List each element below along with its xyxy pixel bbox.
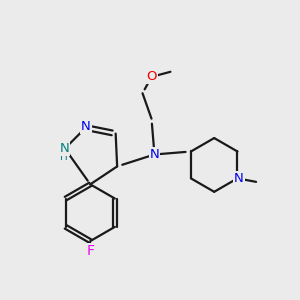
Text: H: H xyxy=(60,152,68,162)
Text: N: N xyxy=(150,148,159,161)
Text: N: N xyxy=(81,120,91,133)
Text: N: N xyxy=(59,142,69,155)
Text: N: N xyxy=(234,172,244,185)
Text: F: F xyxy=(86,244,94,258)
Text: O: O xyxy=(146,70,157,83)
